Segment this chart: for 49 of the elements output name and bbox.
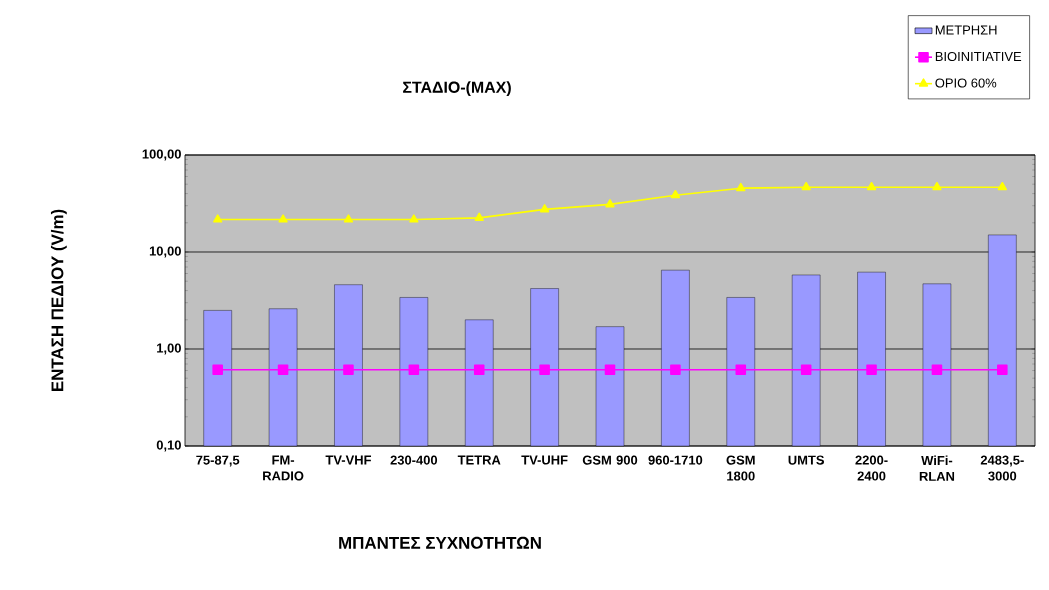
point <box>735 364 747 376</box>
point <box>212 364 223 376</box>
point <box>408 364 420 376</box>
x-tick-label: GSM 1800 <box>726 455 755 481</box>
x-tick-label: TV-UHF <box>521 455 568 465</box>
y-tick-label: 0,10 <box>156 440 181 452</box>
point <box>932 181 942 191</box>
point <box>866 181 877 191</box>
point <box>343 364 354 376</box>
point <box>213 214 223 223</box>
point <box>473 364 485 376</box>
point <box>539 364 550 376</box>
point <box>409 214 419 223</box>
x-tick-label: GSM 900 <box>582 455 638 465</box>
point <box>278 214 288 223</box>
x-tick-label: 2200-2400 <box>855 455 888 481</box>
x-tick-label: 230-400 <box>390 455 438 465</box>
x-tick-label: WiFi-RLAN <box>919 455 955 481</box>
x-tick-label: TETRA <box>457 455 501 465</box>
x-tick-label: TV-VHF <box>325 455 372 465</box>
point <box>670 189 681 199</box>
chart-title: ΣΤΑΔΙΟ-(MAX) <box>403 81 511 97</box>
y-tick-label: 1,00 <box>157 343 181 355</box>
point <box>343 214 354 223</box>
y-tick-label: 100,00 <box>142 149 181 161</box>
x-tick-label: 960-1710 <box>648 455 703 465</box>
point <box>604 364 616 376</box>
legend-label: BIOINITIATIVE <box>935 51 1022 62</box>
point <box>997 364 1008 376</box>
point <box>605 199 615 208</box>
point <box>801 181 811 191</box>
legend-label: ΟΡΙΟ 60% <box>935 78 997 88</box>
y-axis-title: ΕΝΤΑΣΗ ΠΕΔΙΟΥ (V/m) <box>50 209 67 392</box>
point <box>670 364 681 376</box>
point <box>474 212 484 221</box>
x-tick-label: 2483,5-3000 <box>980 455 1024 481</box>
point <box>866 364 877 376</box>
x-tick-label: UMTS <box>788 455 825 465</box>
point <box>736 182 746 192</box>
x-tick-label: 75-87,5 <box>196 455 240 467</box>
point <box>800 364 812 376</box>
x-axis-title: ΜΠΑΝΤΕΣ ΣΥΧΝΟΤΗΤΩΝ <box>339 536 541 549</box>
legend-label: ΜΕΤΡΗΣΗ <box>935 25 997 35</box>
x-tick-label: FM-RADIO <box>263 455 304 481</box>
point <box>997 181 1007 191</box>
y-tick-label: 10,00 <box>149 246 181 258</box>
point <box>931 364 943 376</box>
point <box>277 364 289 376</box>
point <box>539 204 550 213</box>
